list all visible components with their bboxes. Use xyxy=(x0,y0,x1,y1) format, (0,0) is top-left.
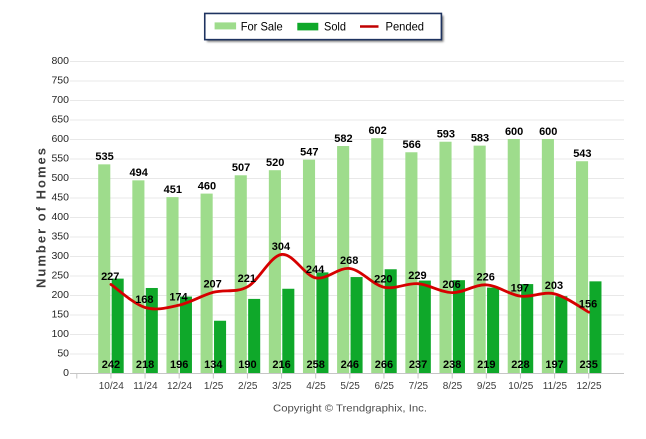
svg-text:150: 150 xyxy=(51,308,69,320)
svg-text:4/25: 4/25 xyxy=(306,381,326,392)
svg-text:600: 600 xyxy=(539,126,557,138)
svg-text:200: 200 xyxy=(51,289,69,301)
svg-text:258: 258 xyxy=(307,359,325,371)
svg-text:300: 300 xyxy=(51,250,69,262)
svg-text:1/25: 1/25 xyxy=(204,381,224,392)
svg-text:6/25: 6/25 xyxy=(375,381,395,392)
svg-text:12/24: 12/24 xyxy=(167,381,192,392)
svg-text:268: 268 xyxy=(340,255,358,267)
svg-text:190: 190 xyxy=(238,359,256,371)
svg-text:203: 203 xyxy=(545,280,563,292)
svg-text:7/25: 7/25 xyxy=(409,381,429,392)
svg-text:237: 237 xyxy=(409,359,427,371)
svg-text:600: 600 xyxy=(51,133,69,145)
svg-text:Copyright © Trendgraphix, Inc.: Copyright © Trendgraphix, Inc. xyxy=(273,403,427,415)
svg-text:8/25: 8/25 xyxy=(443,381,463,392)
svg-text:0: 0 xyxy=(63,367,69,379)
svg-text:Sold: Sold xyxy=(324,19,346,33)
svg-text:156: 156 xyxy=(579,299,597,311)
svg-text:Pended: Pended xyxy=(386,19,425,33)
svg-text:50: 50 xyxy=(57,347,69,359)
svg-text:750: 750 xyxy=(51,74,69,86)
svg-text:244: 244 xyxy=(306,264,325,276)
svg-text:350: 350 xyxy=(51,230,69,242)
svg-text:168: 168 xyxy=(135,294,153,306)
svg-text:593: 593 xyxy=(437,129,455,141)
svg-text:543: 543 xyxy=(573,148,591,160)
svg-text:304: 304 xyxy=(272,241,291,253)
svg-text:600: 600 xyxy=(505,126,523,138)
svg-text:12/25: 12/25 xyxy=(577,381,602,392)
svg-text:800: 800 xyxy=(51,55,69,67)
svg-text:11/25: 11/25 xyxy=(543,381,568,392)
svg-text:582: 582 xyxy=(334,133,352,145)
svg-text:For Sale: For Sale xyxy=(241,19,283,33)
svg-text:5/25: 5/25 xyxy=(340,381,360,392)
svg-text:242: 242 xyxy=(102,359,120,371)
svg-text:9/25: 9/25 xyxy=(477,381,497,392)
svg-text:246: 246 xyxy=(341,359,359,371)
svg-text:550: 550 xyxy=(51,152,69,164)
svg-text:700: 700 xyxy=(51,94,69,106)
svg-text:250: 250 xyxy=(51,269,69,281)
svg-text:218: 218 xyxy=(136,359,154,371)
svg-text:207: 207 xyxy=(203,279,221,291)
svg-text:Number of Homes: Number of Homes xyxy=(34,146,49,288)
svg-text:602: 602 xyxy=(368,125,386,137)
svg-text:400: 400 xyxy=(51,211,69,223)
svg-text:500: 500 xyxy=(51,172,69,184)
svg-text:535: 535 xyxy=(95,151,113,163)
svg-text:10/24: 10/24 xyxy=(99,381,124,392)
svg-text:547: 547 xyxy=(300,146,318,158)
svg-text:10/25: 10/25 xyxy=(508,381,533,392)
svg-text:100: 100 xyxy=(51,328,69,340)
svg-text:197: 197 xyxy=(545,359,563,371)
svg-text:197: 197 xyxy=(511,283,529,295)
svg-text:219: 219 xyxy=(477,359,495,371)
svg-text:520: 520 xyxy=(266,157,284,169)
svg-text:266: 266 xyxy=(375,359,393,371)
svg-text:226: 226 xyxy=(476,271,494,283)
svg-text:450: 450 xyxy=(51,191,69,203)
svg-text:220: 220 xyxy=(374,274,392,286)
svg-text:134: 134 xyxy=(204,359,223,371)
svg-text:11/24: 11/24 xyxy=(133,381,158,392)
svg-text:235: 235 xyxy=(580,359,598,371)
svg-text:650: 650 xyxy=(51,113,69,125)
svg-text:583: 583 xyxy=(471,132,489,144)
svg-text:451: 451 xyxy=(164,184,182,196)
svg-text:566: 566 xyxy=(403,139,421,151)
svg-text:228: 228 xyxy=(511,359,529,371)
svg-text:507: 507 xyxy=(232,162,250,174)
svg-text:238: 238 xyxy=(443,359,461,371)
svg-text:229: 229 xyxy=(408,270,426,282)
svg-text:216: 216 xyxy=(272,359,290,371)
svg-text:206: 206 xyxy=(442,279,460,291)
svg-text:494: 494 xyxy=(130,167,149,179)
svg-text:227: 227 xyxy=(101,271,119,283)
svg-text:2/25: 2/25 xyxy=(238,381,258,392)
svg-text:3/25: 3/25 xyxy=(272,381,292,392)
svg-text:196: 196 xyxy=(170,359,188,371)
svg-text:221: 221 xyxy=(238,273,256,285)
svg-text:174: 174 xyxy=(169,292,188,304)
svg-text:460: 460 xyxy=(198,180,216,192)
